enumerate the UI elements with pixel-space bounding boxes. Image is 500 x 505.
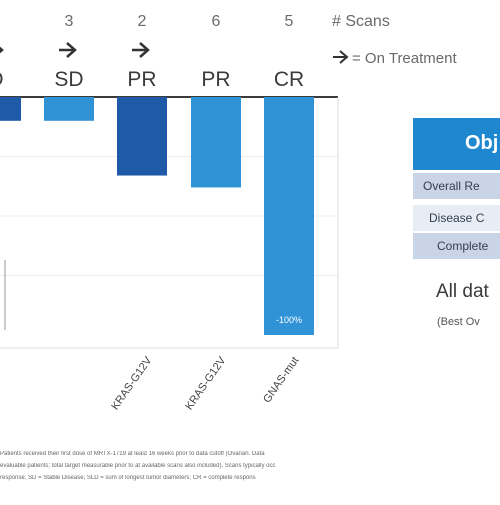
category-label-5: GNAS-mut (261, 355, 301, 405)
arrow-head-3 (139, 42, 150, 58)
table-row-complete-response: Complete (413, 233, 500, 259)
arrow-head-2 (66, 42, 77, 58)
category-label-4: KRAS-G12V (183, 354, 229, 412)
data-label-5: -100% (276, 315, 302, 325)
footnote-line-3: response; SD = Stable Disease; SLD = sum… (0, 475, 256, 481)
table-row-disease-control: Disease C (413, 205, 500, 231)
response-label-5: CR (274, 68, 304, 91)
bar-3 (117, 97, 167, 176)
category-label-3: KRAS-G12V (109, 354, 155, 412)
on-treatment-arrow-3 (132, 42, 150, 58)
bar-2 (44, 97, 94, 121)
on-treatment-arrow-1 (0, 46, 4, 54)
arrow-head-1 (0, 46, 4, 54)
response-label-3: PR (127, 68, 156, 91)
on-treatment-arrow-2 (59, 42, 77, 58)
objective-response-table-header: Obj (413, 118, 500, 170)
on-treatment-legend-label: = On Treatment (352, 50, 457, 67)
scan-count-3: 2 (138, 13, 147, 30)
scan-count-4: 6 (212, 13, 221, 30)
best-overall-note: (Best Ov (437, 316, 480, 328)
scans-legend-label: # Scans (332, 13, 390, 30)
footnote-line-1: Patients received their first dose of MR… (0, 451, 265, 457)
scan-count-2: 3 (65, 13, 74, 30)
response-label-2: SD (54, 68, 83, 91)
bar-4 (191, 97, 241, 188)
table-row-overall-response: Overall Re (413, 173, 500, 199)
footnote-line-2: evaluable patients; total target measura… (0, 463, 276, 469)
bar-1 (0, 97, 21, 121)
on-treatment-legend-arrow (333, 50, 349, 64)
response-label-1: D (0, 68, 4, 91)
bar-5 (264, 97, 314, 335)
all-data-note: All dat (436, 281, 489, 302)
response-label-4: PR (201, 68, 230, 91)
scan-count-5: 5 (285, 13, 294, 30)
